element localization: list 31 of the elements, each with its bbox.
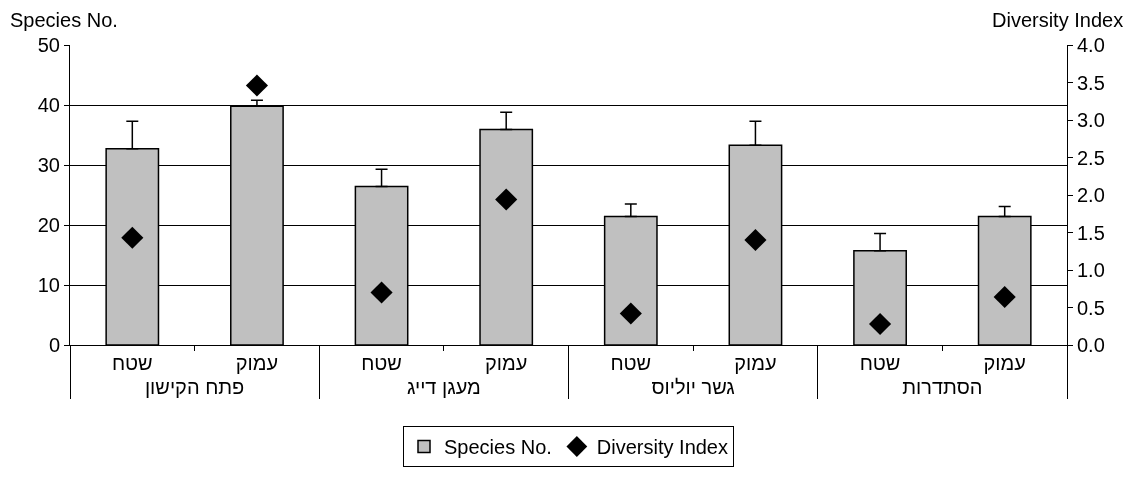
x-tick-label: שטח <box>361 352 402 374</box>
y-axis-title: Species No. <box>10 9 118 31</box>
y-tick-label: 50 <box>37 34 60 56</box>
x-tick-label: שטח <box>610 352 652 374</box>
x-tick-label: עמוק <box>235 352 279 374</box>
x-tick-label: שטח <box>111 352 153 374</box>
y2-tick-label: 4.0 <box>1077 34 1105 56</box>
x-tick-label: עמוק <box>734 352 777 374</box>
x-tick-label: שטח <box>859 352 901 374</box>
y2-tick-label: 1.0 <box>1077 259 1105 281</box>
y-tick-label: 0 <box>48 334 60 356</box>
text: גשר יוליוס <box>651 376 735 398</box>
legend-label: Species No. <box>444 436 552 459</box>
y2-tick-label: 0.5 <box>1077 296 1105 319</box>
y2-tick-label: 3.0 <box>1077 109 1105 131</box>
y-tick-label: 40 <box>37 94 60 116</box>
y2-tick-label: 3.5 <box>1077 71 1105 94</box>
y-tick-label: 30 <box>37 154 60 176</box>
y-tick-label: 20 <box>37 214 60 236</box>
y2-tick-label: 0.0 <box>1077 334 1105 356</box>
y-tick-label: 10 <box>37 274 60 296</box>
y2-tick-label: 1.5 <box>1077 221 1105 244</box>
legend-label: Diversity Index <box>596 436 728 459</box>
y2-tick-label: 2.0 <box>1077 184 1105 206</box>
y2-axis-title: Diversity Index <box>992 9 1124 31</box>
text: מעגן דייג <box>406 376 481 398</box>
y2-tick-label: 2.5 <box>1077 146 1105 169</box>
x-tick-label: עמוק <box>485 352 528 374</box>
text: פתח הקישון <box>144 376 245 398</box>
x-tick-label: עמוק <box>983 352 1026 374</box>
text: הסתדרות <box>902 376 983 398</box>
